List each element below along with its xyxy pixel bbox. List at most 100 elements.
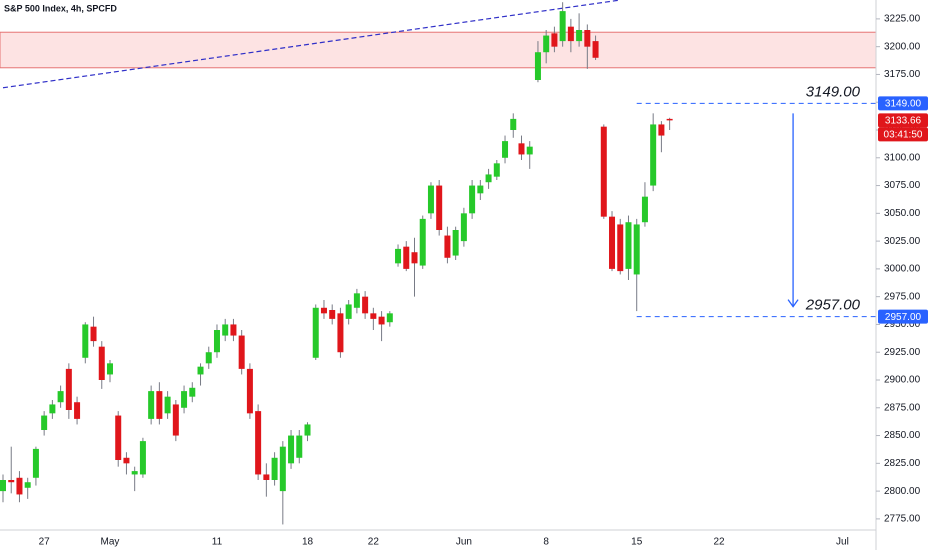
candle-body (395, 248, 402, 264)
candle-body (617, 224, 624, 272)
y-tick-label: 2950.00 (884, 319, 921, 330)
candle-body (115, 415, 122, 460)
candle-body (353, 293, 360, 308)
candle-body (370, 313, 377, 319)
last-price-box (878, 113, 928, 128)
candle-body (213, 330, 220, 353)
candle-body (255, 411, 262, 475)
candle-body (609, 216, 616, 269)
axis-bg (876, 0, 932, 550)
price-line-label: 2957.00 (885, 312, 922, 323)
candle-body (222, 324, 229, 336)
candle-body (502, 141, 509, 158)
candle-body (600, 126, 607, 217)
countdown-label: 03:41:50 (884, 130, 923, 141)
candle-body (567, 26, 574, 42)
candle-body (197, 366, 204, 375)
y-tick-label: 2825.00 (884, 458, 921, 469)
candle-body (279, 446, 286, 492)
y-tick-label: 2925.00 (884, 347, 921, 358)
candle-body (576, 30, 583, 42)
y-tick-label: 3025.00 (884, 236, 921, 247)
countdown-box (878, 127, 928, 142)
candle-body (493, 163, 500, 177)
x-tick-label: Jun (456, 537, 472, 548)
candle-body (156, 391, 163, 419)
y-tick-label: 3225.00 (884, 14, 921, 25)
candle-body (24, 482, 31, 488)
candle-body (650, 124, 657, 186)
candle-body (444, 235, 451, 258)
candle-body (378, 316, 385, 325)
candle-body (131, 471, 138, 475)
x-tick-label: 15 (631, 537, 643, 548)
candle-body (386, 313, 393, 323)
candle-body (139, 441, 146, 475)
candle-body (419, 218, 426, 266)
candle-body (427, 185, 434, 214)
x-tick-label: 8 (543, 537, 549, 548)
candle-body (296, 435, 303, 458)
candle-body (312, 307, 319, 358)
x-tick-label: 18 (302, 537, 314, 548)
candle-body (452, 230, 459, 256)
candle-body (246, 368, 253, 414)
candle-body (510, 118, 517, 130)
candle-body (123, 457, 130, 464)
y-tick-label: 3000.00 (884, 264, 921, 275)
candle-body (271, 457, 278, 480)
arrow-head (787, 299, 799, 308)
candle-body (543, 35, 550, 53)
candle-body (633, 224, 640, 275)
y-tick-label: 3050.00 (884, 208, 921, 219)
candle-body (8, 480, 15, 483)
candle-body (164, 396, 171, 414)
candle-body (320, 307, 327, 314)
candle-body (65, 368, 72, 410)
y-tick-label: 2850.00 (884, 430, 921, 441)
y-tick-label: 2900.00 (884, 375, 921, 386)
y-tick-label: 2800.00 (884, 486, 921, 497)
candle-body (551, 33, 558, 47)
candle-body (477, 185, 484, 194)
candle-body (526, 146, 533, 155)
x-tick-label: 27 (39, 537, 51, 548)
candle-body (362, 296, 369, 314)
candle-body (41, 415, 48, 430)
candle-body (32, 448, 39, 478)
x-tick-label: Jul (836, 537, 849, 548)
candle-body (641, 196, 648, 223)
candle-body (337, 313, 344, 353)
candle-body (98, 346, 105, 380)
candle-body (403, 246, 410, 269)
candle-body (460, 213, 467, 242)
candle-body (181, 391, 188, 408)
y-tick-label: 2975.00 (884, 291, 921, 302)
candle-body (584, 30, 591, 47)
price-line-box (878, 309, 928, 324)
candle-body (559, 11, 566, 42)
candle-body (230, 324, 237, 336)
y-tick-label: 3075.00 (884, 180, 921, 191)
candle-body (0, 480, 6, 492)
candle-body (436, 185, 443, 230)
candle-body (625, 222, 632, 269)
candle-body (106, 363, 113, 375)
candle-body (666, 118, 673, 121)
candle-body (288, 435, 295, 464)
candle-body (172, 404, 179, 436)
candle-body (658, 124, 665, 136)
zone (0, 31, 877, 69)
candle-body (518, 143, 525, 155)
candle-body (469, 185, 476, 214)
y-tick-label: 3200.00 (884, 41, 921, 52)
candle-body (411, 252, 418, 264)
candle-body (485, 174, 492, 183)
y-tick-label: 3100.00 (884, 152, 921, 163)
chart-title: S&P 500 Index, 4h, SPCFD (4, 3, 117, 13)
candle-body (49, 404, 56, 414)
candle-body (304, 424, 311, 436)
x-tick-label: May (101, 537, 120, 548)
candle-body (82, 324, 89, 358)
